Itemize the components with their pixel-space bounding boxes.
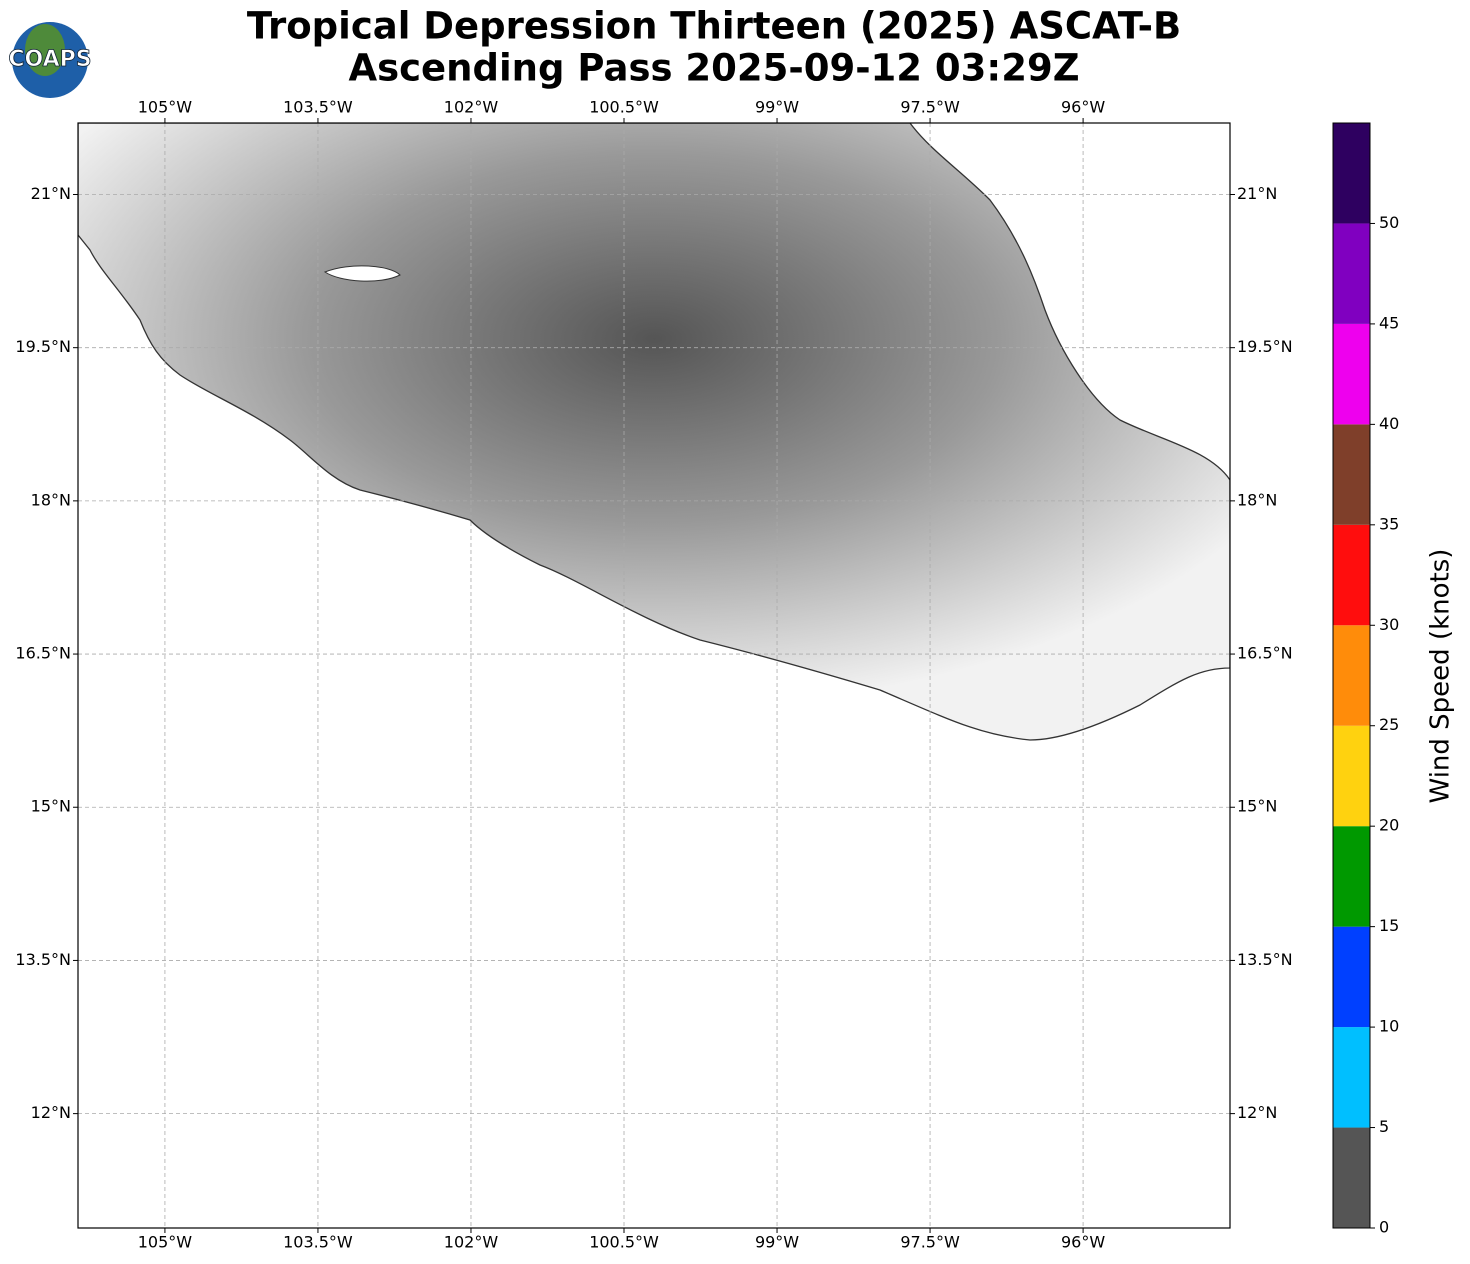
y-tick-label: 16.5°N [1237,644,1293,663]
x-tick-label: 99°W [755,1233,799,1252]
colorbar-segment [1333,424,1370,525]
y-tick-label: 15°N [1237,797,1277,816]
x-tick-label: 102°W [444,1233,499,1252]
x-tick-label: 105°W [138,98,193,117]
map-area [78,123,1230,1228]
colorbar: 0 5 10 15 20 25 30 35 40 45 50 [1332,122,1399,1237]
colorbar-tick-label: 25 [1379,715,1399,734]
y-tick-label: 19.5°N [1237,337,1293,356]
colorbar-segment [1333,1127,1370,1228]
colorbar-segment [1333,123,1370,224]
x-tick-label: 96°W [1061,98,1105,117]
y-tick-label: 21°N [31,184,71,203]
y-tick-label: 16.5°N [15,644,71,663]
colorbar-segment [1333,826,1370,927]
x-tick-label: 103.5°W [283,98,353,117]
title-line: Tropical Depression Thirteen (2025) ASCA… [247,5,1181,48]
y-tick-label: 18°N [31,490,71,509]
x-tick-label: 102°W [444,98,499,117]
logo-text: COAPS [8,47,91,72]
colorbar-tick-label: 5 [1379,1117,1389,1136]
y-tick-label: 12°N [31,1103,71,1122]
x-tick-label: 97.5°W [900,98,960,117]
logo: COAPS [8,22,92,98]
colorbar-frame [1332,122,1371,1229]
colorbar-segment [1333,323,1370,425]
colorbar-segment [1333,625,1370,726]
tick-labels: 105°W 105°W 103.5°W 103.5°W 102°W 102°W 100.5°… [15,98,1292,1252]
colorbar-tick-label: 15 [1379,916,1399,935]
lake [323,265,401,282]
x-tick-label: 103.5°W [283,1233,353,1252]
colorbar-tick-label: 10 [1379,1017,1399,1036]
colorbar-segment [1333,524,1370,626]
y-tick-label: 18°N [1237,490,1277,509]
y-tick-label: 19.5°N [15,337,71,356]
colorbar-segment [1333,725,1370,827]
colorbar-segment [1333,1027,1370,1128]
colorbar-label: Wind Speed (knots) [1426,549,1456,804]
colorbar-tick-label: 40 [1379,414,1399,433]
x-tick-label: 105°W [138,1233,193,1252]
y-tick-label: 13.5°N [1237,950,1293,969]
y-tick-label: 13.5°N [15,950,71,969]
colorbar-tick-label: 0 [1379,1218,1389,1237]
x-tick-label: 100.5°W [589,1233,659,1252]
colorbar-tick-label: 20 [1379,816,1399,835]
colorbar-segment [1333,223,1370,324]
colorbar-tick-label: 50 [1379,213,1399,232]
colorbar-segment [1333,926,1370,1028]
x-tick-label: 100.5°W [589,98,659,117]
title-line: Ascending Pass 2025-09-12 03:29Z [348,47,1079,90]
colorbar-tick-label: 45 [1379,313,1399,332]
y-tick-label: 12°N [1237,1103,1277,1122]
y-tick-label: 15°N [31,797,71,816]
map-frame [77,122,1231,1229]
colorbar-tick-label: 30 [1379,615,1399,634]
x-tick-label: 97.5°W [900,1233,960,1252]
grid [78,123,1230,1228]
x-tick-label: 99°W [755,98,799,117]
colorbar-tick-label: 35 [1379,514,1399,533]
y-tick-label: 21°N [1237,184,1277,203]
x-tick-label: 96°W [1061,1233,1105,1252]
